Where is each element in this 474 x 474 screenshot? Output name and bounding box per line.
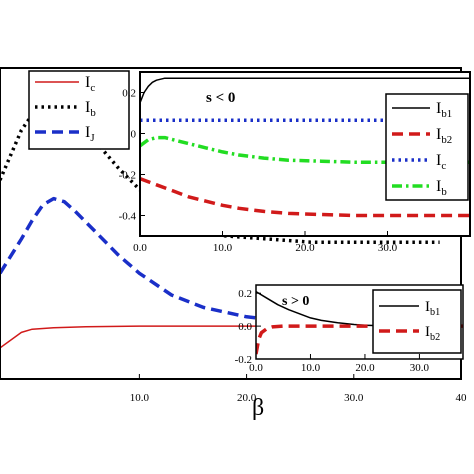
main-legend-label: IJ [85, 124, 95, 144]
inset2-ytick-label: 0.0 [238, 321, 252, 333]
inset1-legend-label: Ib [436, 178, 447, 198]
inset1-legend-label: Ib1 [436, 100, 452, 120]
inset2-frame [255, 284, 464, 360]
main-xtick-label: 10.0 [130, 392, 150, 404]
main-xlabel: β [252, 395, 264, 421]
inset2-xtick-label: 20.0 [355, 362, 375, 374]
inset1-legend-label: Ic [436, 152, 446, 172]
inset1-ytick-label: 0 [131, 129, 137, 141]
inset1-legend-box [385, 93, 469, 201]
inset1-ytick-label: 0.2 [122, 88, 136, 100]
main-legend-box [28, 70, 130, 150]
inset1-ytick-label: -0.4 [119, 211, 137, 223]
inset2-xtick-label: 10.0 [301, 362, 321, 374]
inset1-series-b2-line [140, 176, 470, 218]
main-legend-label: Ib [85, 99, 96, 119]
inset2-xtick-label: 0.0 [249, 362, 263, 374]
inset1-xtick-label: 20.0 [295, 242, 315, 254]
inset2-annotation: s > 0 [282, 294, 309, 309]
inset1-annotation: s < 0 [206, 90, 235, 106]
main-legend-label: Ic [85, 74, 95, 94]
inset1-legend-label: Ib2 [436, 126, 452, 146]
inset1-series-b-line [140, 135, 470, 164]
inset1-xtick-label: 30.0 [378, 242, 398, 254]
inset1-ytick-label: -0.2 [119, 170, 136, 182]
inset1-xtick-label: 0.0 [133, 242, 147, 254]
inset1-series-b1-line [140, 77, 470, 104]
inset2-xtick-label: 30.0 [410, 362, 430, 374]
inset-s-negative: 0.0 10.0 20.0 30.0 0.2 0 -0.2 -0.4 s < 0 Ib1 Ib2 Ic… [119, 71, 471, 254]
inset2-legend-box [372, 289, 462, 354]
main-xtick-label: 40 [456, 392, 468, 404]
inset2-ytick-label: 0.2 [238, 288, 252, 300]
inset2-legend-label: Ib2 [425, 324, 440, 343]
main-xtick-label: 20.0 [237, 392, 257, 404]
main-xtick-label: 30.0 [344, 392, 364, 404]
inset1-xtick-label: 10.0 [213, 242, 233, 254]
inset2-ytick-label: -0.2 [235, 354, 252, 366]
inset2-legend-label: Ib1 [425, 299, 440, 318]
